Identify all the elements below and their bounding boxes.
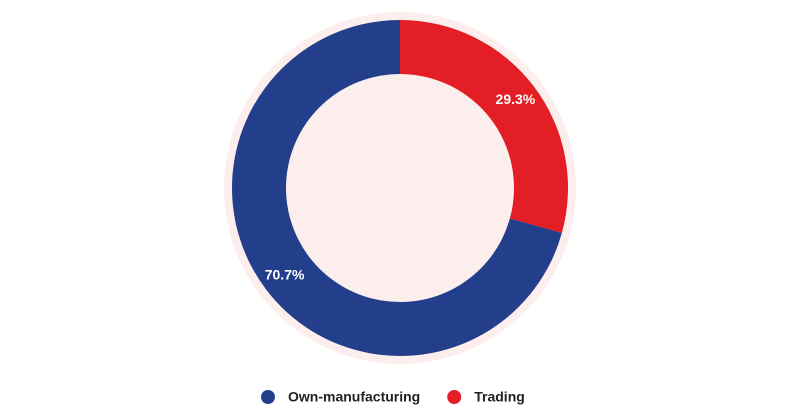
donut-slice (232, 20, 562, 357)
legend: Own-manufacturing Trading (261, 389, 525, 405)
donut-slice (400, 20, 568, 233)
legend-label: Trading (474, 389, 525, 405)
value-label: 70.7% (265, 266, 305, 282)
value-label: 29.3% (496, 91, 536, 107)
labels: 70.7% 29.3% (265, 91, 536, 283)
legend-marker (261, 390, 275, 404)
legend-label: Own-manufacturing (288, 389, 420, 405)
slices (232, 20, 568, 357)
legend-marker (447, 390, 462, 404)
